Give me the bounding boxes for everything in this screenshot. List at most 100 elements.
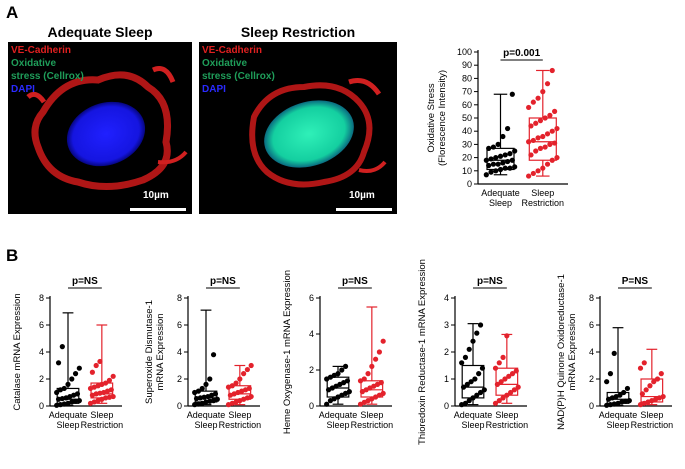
y-axis-label: mRNA Expression [567, 313, 578, 390]
x-tick-label: Sleep [56, 420, 79, 430]
data-point [55, 360, 62, 366]
y-tick-label: 8 [589, 293, 594, 303]
data-point [504, 392, 510, 398]
y-tick-label: 20 [462, 153, 472, 163]
data-point [488, 169, 494, 175]
data-point [647, 383, 653, 389]
data-point [511, 387, 517, 393]
x-tick-label: Sleep [606, 420, 629, 430]
y-axis-label: Oxidative Stress [426, 83, 437, 152]
x-tick-label: Sleep [640, 410, 663, 420]
y-tick-label: 6 [589, 320, 594, 330]
data-point [365, 371, 371, 377]
data-point [380, 390, 386, 396]
data-point [492, 365, 499, 371]
data-point [479, 365, 486, 371]
data-point [373, 356, 379, 362]
y-tick-label: 0 [39, 401, 44, 411]
data-point [533, 148, 539, 154]
x-tick-label: Adequate [319, 410, 358, 420]
y-tick-label: 6 [309, 293, 314, 303]
data-point [604, 379, 610, 385]
data-point [346, 389, 352, 395]
data-point [554, 125, 560, 132]
data-point [380, 338, 386, 344]
y-tick-label: 70 [462, 87, 472, 97]
y-axis-label: Heme Oxygenase-1 mRNA Expression [282, 270, 293, 434]
x-tick-label: Restriction [351, 420, 394, 430]
data-point [470, 395, 476, 401]
data-point [549, 157, 555, 163]
y-tick-label: 4 [177, 347, 182, 357]
chart-thioredoxin-reductase: 0 1 2 3 4 Thioredoxin Reductase-1 mRNA Expres… [417, 259, 528, 445]
data-point [502, 152, 508, 158]
y-tick-label: 0 [177, 401, 182, 411]
y-tick-label: 2 [39, 374, 44, 384]
y-tick-label: 2 [309, 365, 314, 375]
y-tick-label: 8 [39, 293, 44, 303]
data-point [492, 400, 499, 406]
y-tick-label: 0 [467, 179, 472, 189]
legend-ve-cadherin: VE-Cadherin [202, 45, 263, 56]
y-axis-label: NAD(P)H Quinone Oxidoreductase-1 [556, 274, 567, 430]
chart-heme-oxygenase: 0 2 4 6 Heme Oxygenase-1 mRNA Expression Adeq… [282, 270, 394, 434]
panel-label-a: A [6, 3, 19, 22]
p-value-label: p=0.001 [503, 48, 540, 59]
data-point [552, 108, 558, 114]
data-point [643, 387, 649, 393]
p-value-label: p=NS [342, 276, 368, 287]
data-point [376, 349, 382, 355]
data-point [468, 379, 474, 385]
y-tick-label: 60 [462, 100, 472, 110]
data-point [660, 393, 666, 400]
x-tick-label: Adequate [187, 410, 226, 420]
data-point [504, 125, 511, 132]
p-value-label: p=NS [210, 276, 236, 287]
data-point [542, 144, 548, 150]
data-point [540, 165, 546, 171]
data-point [526, 173, 532, 179]
chart-oxidative-stress: 0 10 20 30 40 50 60 70 80 90 100 Oxidative Stress (F… [426, 47, 568, 208]
data-point [61, 385, 67, 392]
chart-nadph-quinone: 0 2 4 6 8 NAD(P)H Quinone Oxidoreductase-1 mRN… [556, 274, 673, 430]
y-tick-label: 4 [39, 347, 44, 357]
y-tick-label: 0 [589, 401, 594, 411]
data-point [212, 391, 219, 397]
data-point [509, 157, 515, 163]
data-point [493, 168, 499, 174]
legend-cellrox: stress (Cellrox) [11, 71, 84, 82]
data-point [97, 358, 103, 365]
x-tick-label: Restriction [81, 420, 124, 430]
data-point [476, 371, 482, 377]
data-point [537, 145, 544, 151]
data-point [335, 371, 341, 377]
image-title-adequate: Adequate Sleep [47, 24, 153, 40]
data-point [528, 152, 534, 158]
chart-catalase: 0 2 4 6 8 Catalase mRNA Expression AdequateSle… [12, 276, 124, 430]
data-point [540, 133, 546, 140]
data-point [639, 391, 645, 397]
data-point [210, 352, 217, 358]
data-point [530, 99, 536, 105]
data-point [497, 166, 504, 173]
data-point [69, 376, 75, 382]
channel-legend: VE-Cadherin Oxidative stress (Cellrox) D… [11, 44, 84, 96]
data-point [496, 360, 502, 366]
x-tick-label: Restriction [522, 198, 565, 208]
data-point [552, 140, 558, 146]
data-point [195, 388, 202, 394]
data-point [108, 387, 114, 393]
micrograph-sleep-restriction: VE-Cadherin Oxidative stress (Cellrox) D… [199, 42, 397, 214]
data-point [535, 168, 541, 174]
y-axis-label: Thioredoxin Reductase-1 mRNA Expression [417, 259, 428, 445]
y-axis-label: Catalase mRNA Expression [12, 293, 23, 410]
data-point [378, 380, 384, 386]
data-point [241, 371, 247, 377]
legend-oxidative: Oxidative [11, 58, 57, 69]
cell-image-adequate [26, 66, 188, 191]
channel-legend: VE-Cadherin Oxidative stress (Cellrox) D… [202, 44, 275, 96]
data-point [621, 389, 627, 396]
nucleus-cellrox [264, 100, 354, 168]
y-tick-label: 90 [462, 60, 472, 70]
legend-dapi: DAPI [202, 84, 226, 95]
